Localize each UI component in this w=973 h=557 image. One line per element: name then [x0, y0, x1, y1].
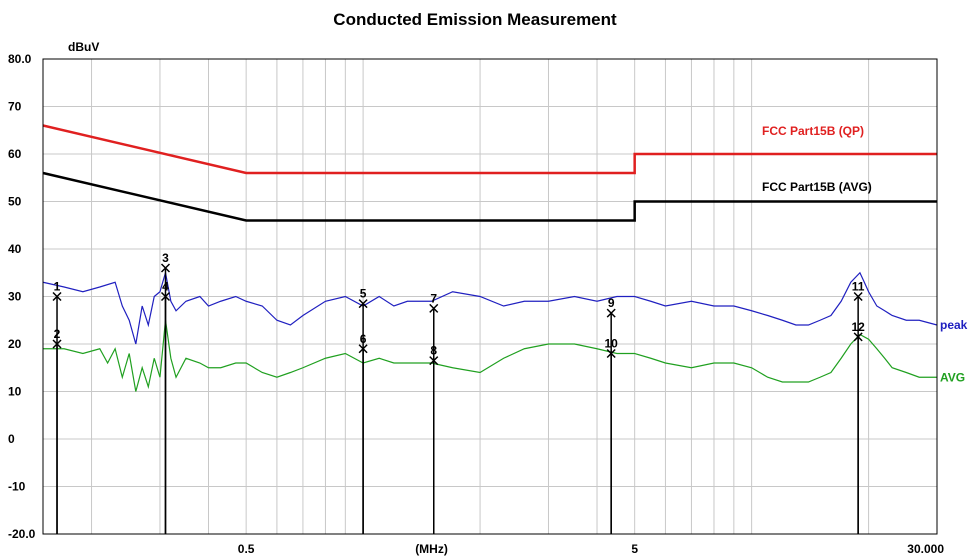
marker-cross [358, 344, 368, 354]
limit-label: FCC Part15B (AVG) [762, 180, 872, 194]
limit-label: FCC Part15B (QP) [762, 124, 864, 138]
y-tick-label: 60 [8, 147, 22, 161]
x-tick-labels: 0.5 (MHz) 5 30.000 [238, 542, 945, 556]
marker-cross [606, 308, 616, 318]
marker-cross [853, 332, 863, 342]
limit-line [42, 124, 937, 175]
grid [43, 59, 937, 534]
y-tick-label: 0 [8, 432, 15, 446]
y-tick-label: 10 [8, 385, 22, 399]
marker-cross [160, 291, 171, 302]
limit-lines: FCC Part15B (QP) FCC Part15B (AVG) [42, 124, 937, 222]
y-tick-label: -20.0 [8, 527, 36, 541]
y-tick-label: 20 [8, 337, 22, 351]
series-label: AVG [940, 370, 965, 384]
marker-label: 10 [604, 337, 618, 351]
marker-cross [52, 339, 62, 349]
marker-cross [429, 356, 439, 366]
y-tick-label: -10 [8, 480, 26, 494]
chart-title: Conducted Emission Measurement [333, 10, 617, 29]
series-line [43, 320, 937, 392]
marker-cross [853, 291, 863, 302]
marker-label: 11 [852, 280, 865, 294]
marker-label: 9 [608, 296, 615, 310]
marker-cross [52, 291, 62, 302]
x-tick-label: 0.5 [238, 542, 255, 556]
marker-label: 12 [851, 320, 865, 334]
y-axis-unit-label: dBuV [68, 40, 99, 54]
y-tick-label: 40 [8, 242, 22, 256]
x-tick-label: (MHz) [415, 542, 448, 556]
y-tick-label: 80.0 [8, 52, 32, 66]
marker-label: 3 [162, 251, 169, 265]
series-label: peak [940, 318, 968, 332]
plot-frame [42, 58, 938, 535]
marker-cross [160, 263, 171, 273]
marker-label: 2 [54, 327, 61, 341]
limit-line [42, 171, 937, 222]
y-tick-label: 30 [8, 290, 22, 304]
y-tick-label: 70 [8, 100, 22, 114]
marker-cross [429, 303, 439, 313]
marker-cross [358, 299, 368, 309]
marker-label: 4 [162, 280, 169, 294]
x-tick-label: 30.000 [907, 542, 944, 556]
marker-label: 7 [430, 291, 437, 305]
marker-label: 8 [430, 344, 437, 358]
marker-cross [606, 348, 616, 359]
x-tick-label: 5 [631, 542, 638, 556]
y-tick-label: 50 [8, 195, 22, 209]
marker-label: 6 [360, 332, 367, 346]
series-lines: peak AVG [42, 271, 968, 392]
y-tick-labels: 80.0 70 60 50 40 30 20 10 0 -10 -20.0 [8, 52, 36, 541]
marker-label: 5 [360, 287, 367, 301]
marker-label: 1 [54, 280, 61, 294]
series-line [42, 271, 938, 345]
